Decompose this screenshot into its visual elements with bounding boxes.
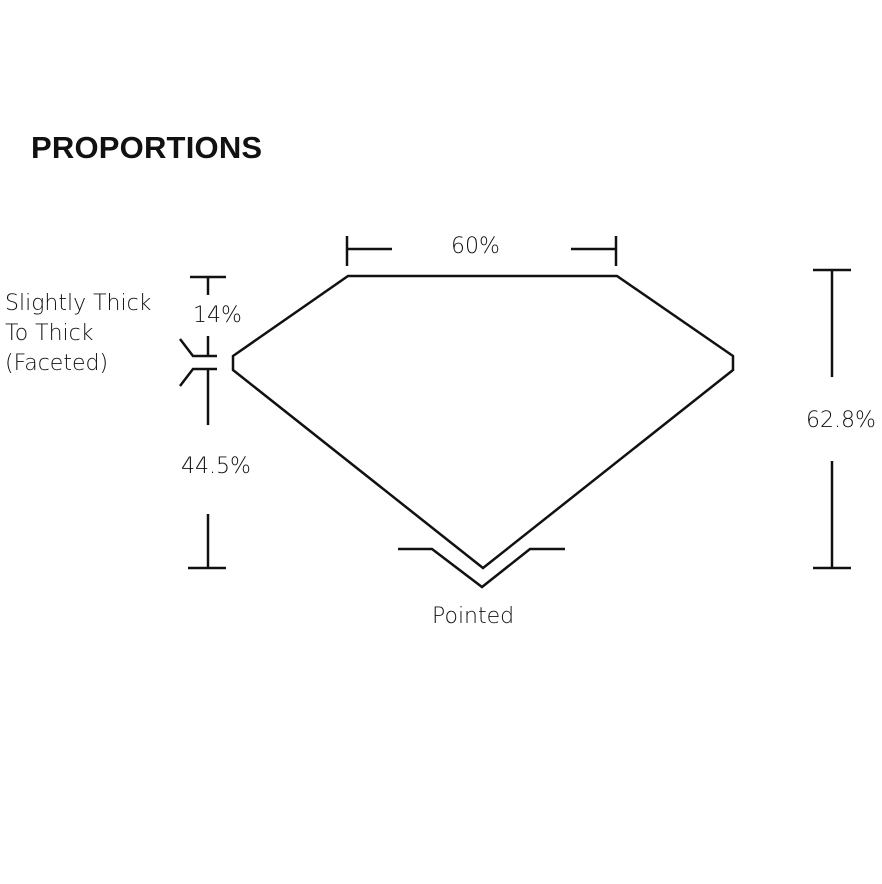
girdle-line: (Faceted) [5, 351, 109, 376]
page-title: PROPORTIONS [31, 130, 263, 165]
table-dimension [345, 236, 618, 266]
depth-label: 62.8% [806, 408, 876, 433]
crown-label: 14% [193, 303, 242, 328]
culet-label: Pointed [432, 604, 515, 629]
pavilion-dimension [179, 367, 226, 570]
girdle-line: Slightly Thick [5, 291, 152, 316]
culet-marker [398, 547, 565, 589]
table-label: 60% [451, 234, 500, 259]
diamond-outline [231, 274, 735, 570]
girdle-line: To Thick [5, 321, 94, 346]
crown-dimension [179, 275, 226, 358]
depth-dimension [813, 268, 851, 570]
girdle-label: Slightly Thick To Thick (Faceted) [5, 289, 151, 379]
pavilion-label: 44.5% [181, 454, 251, 479]
